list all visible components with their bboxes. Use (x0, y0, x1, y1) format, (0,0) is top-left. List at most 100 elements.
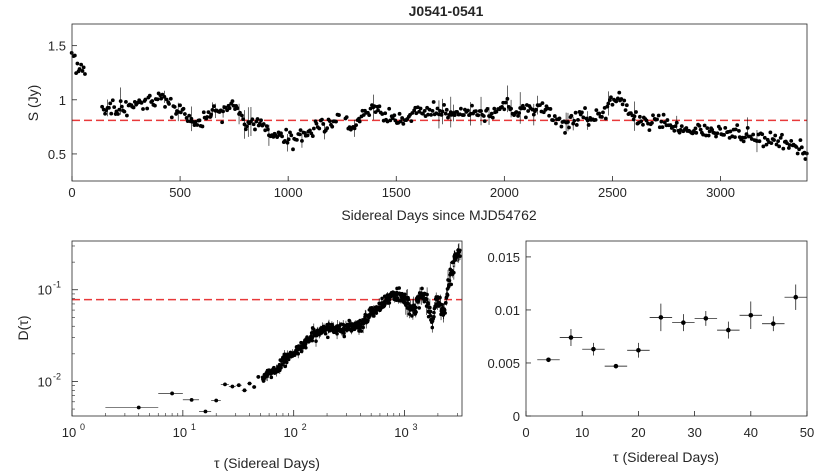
flux-point (614, 99, 619, 104)
flux-point (110, 98, 115, 103)
flux-point (776, 139, 781, 144)
flux-point (163, 104, 167, 109)
flux-point (245, 124, 249, 129)
sf-point (422, 299, 427, 304)
flux-point (150, 99, 155, 103)
flux-point (443, 111, 448, 116)
flux-point (334, 119, 338, 124)
flux-x-tick-label: 1000 (274, 185, 303, 200)
flux-point (417, 109, 422, 114)
flux-point (241, 117, 246, 122)
flux-point (697, 123, 702, 128)
sfz-x-tick-label: 50 (800, 425, 814, 440)
flux-point (786, 146, 791, 150)
sf-point (387, 301, 392, 305)
flux-point (77, 67, 82, 71)
flux-point (557, 116, 562, 121)
sf-point (387, 297, 392, 302)
flux-point (585, 118, 590, 123)
flux-point (377, 104, 382, 109)
flux-point (593, 118, 598, 122)
flux-point (600, 115, 604, 119)
sf-y-ticks: 10-210-1 (38, 245, 78, 410)
flux-point (235, 106, 240, 111)
flux-point (414, 111, 419, 116)
sfz-point (591, 346, 596, 352)
flux-point (251, 122, 256, 127)
flux-point (429, 112, 433, 117)
sf-point (430, 325, 435, 330)
sfz-y-tick-label: 0.015 (487, 250, 520, 265)
flux-point (178, 103, 182, 108)
flux-point (581, 115, 586, 120)
flux-point (610, 102, 615, 107)
flux-point (551, 118, 556, 123)
flux-point (743, 135, 748, 140)
flux-point (259, 118, 263, 123)
flux-point (523, 115, 528, 120)
flux-point (387, 106, 392, 111)
sf-point (397, 286, 401, 290)
sf-x-tick-label: 10 (394, 425, 408, 440)
flux-point (305, 133, 310, 138)
sf-point (296, 351, 301, 356)
sf-y-tick-exponent: -2 (53, 371, 61, 381)
flux-point (751, 132, 756, 137)
flux-point (548, 107, 553, 111)
flux-point (641, 122, 645, 127)
flux-point (526, 109, 531, 113)
flux-point (200, 124, 205, 129)
flux-point (294, 137, 299, 142)
flux-point (500, 105, 504, 109)
structure-function-zoom-panel: 0 10 20 30 40 50 0 0.005 0.01 0.015 τ (Sidereal … (487, 240, 814, 465)
sf-point (442, 308, 447, 312)
flux-point (189, 116, 194, 121)
flux-point (803, 157, 808, 161)
flux-point (644, 118, 649, 123)
flux-point (741, 139, 746, 144)
flux-point (357, 119, 362, 124)
sf-plot-area (72, 241, 462, 416)
structure-function-panel: 10 0 10 1 10 2 10 3 10-210-1 τ (Sidereal Days) … (15, 240, 463, 471)
sf-point (416, 298, 421, 303)
flux-point (662, 120, 667, 125)
flux-point (494, 109, 499, 114)
flux-point (476, 113, 481, 118)
flux-point (772, 138, 776, 142)
flux-point (694, 130, 699, 135)
flux-point (580, 110, 584, 115)
flux-point (145, 106, 150, 111)
sf-point (347, 318, 352, 323)
sf-point (428, 305, 432, 310)
sf-point (359, 329, 364, 333)
flux-point (566, 120, 570, 124)
flux-point (586, 123, 591, 127)
sf-point (311, 327, 316, 332)
sf-point (413, 305, 418, 310)
flux-point (201, 110, 206, 115)
flux-point (124, 100, 128, 104)
flux-point (193, 120, 198, 124)
flux-point (505, 96, 510, 101)
flux-point (442, 103, 446, 107)
figure-title: J0541-0541 (409, 3, 484, 19)
flux-point (768, 130, 773, 135)
flux-point (330, 124, 335, 129)
sf-points (105, 243, 462, 414)
sf-point (326, 335, 330, 340)
flux-point (723, 126, 728, 130)
flux-point (286, 137, 291, 142)
sf-axes-box (71, 240, 463, 417)
sf-point (269, 375, 274, 380)
flux-point (466, 108, 470, 113)
flux-point (75, 61, 80, 66)
flux-point (327, 119, 332, 124)
flux-point (660, 125, 665, 130)
flux-point (83, 72, 87, 76)
flux-point (624, 103, 629, 108)
flux-point (357, 116, 361, 121)
sf-x-ticks: 10 0 10 1 10 2 10 3 (62, 410, 458, 440)
flux-point (789, 138, 794, 143)
flux-point (617, 90, 622, 95)
sf-point (247, 381, 252, 386)
